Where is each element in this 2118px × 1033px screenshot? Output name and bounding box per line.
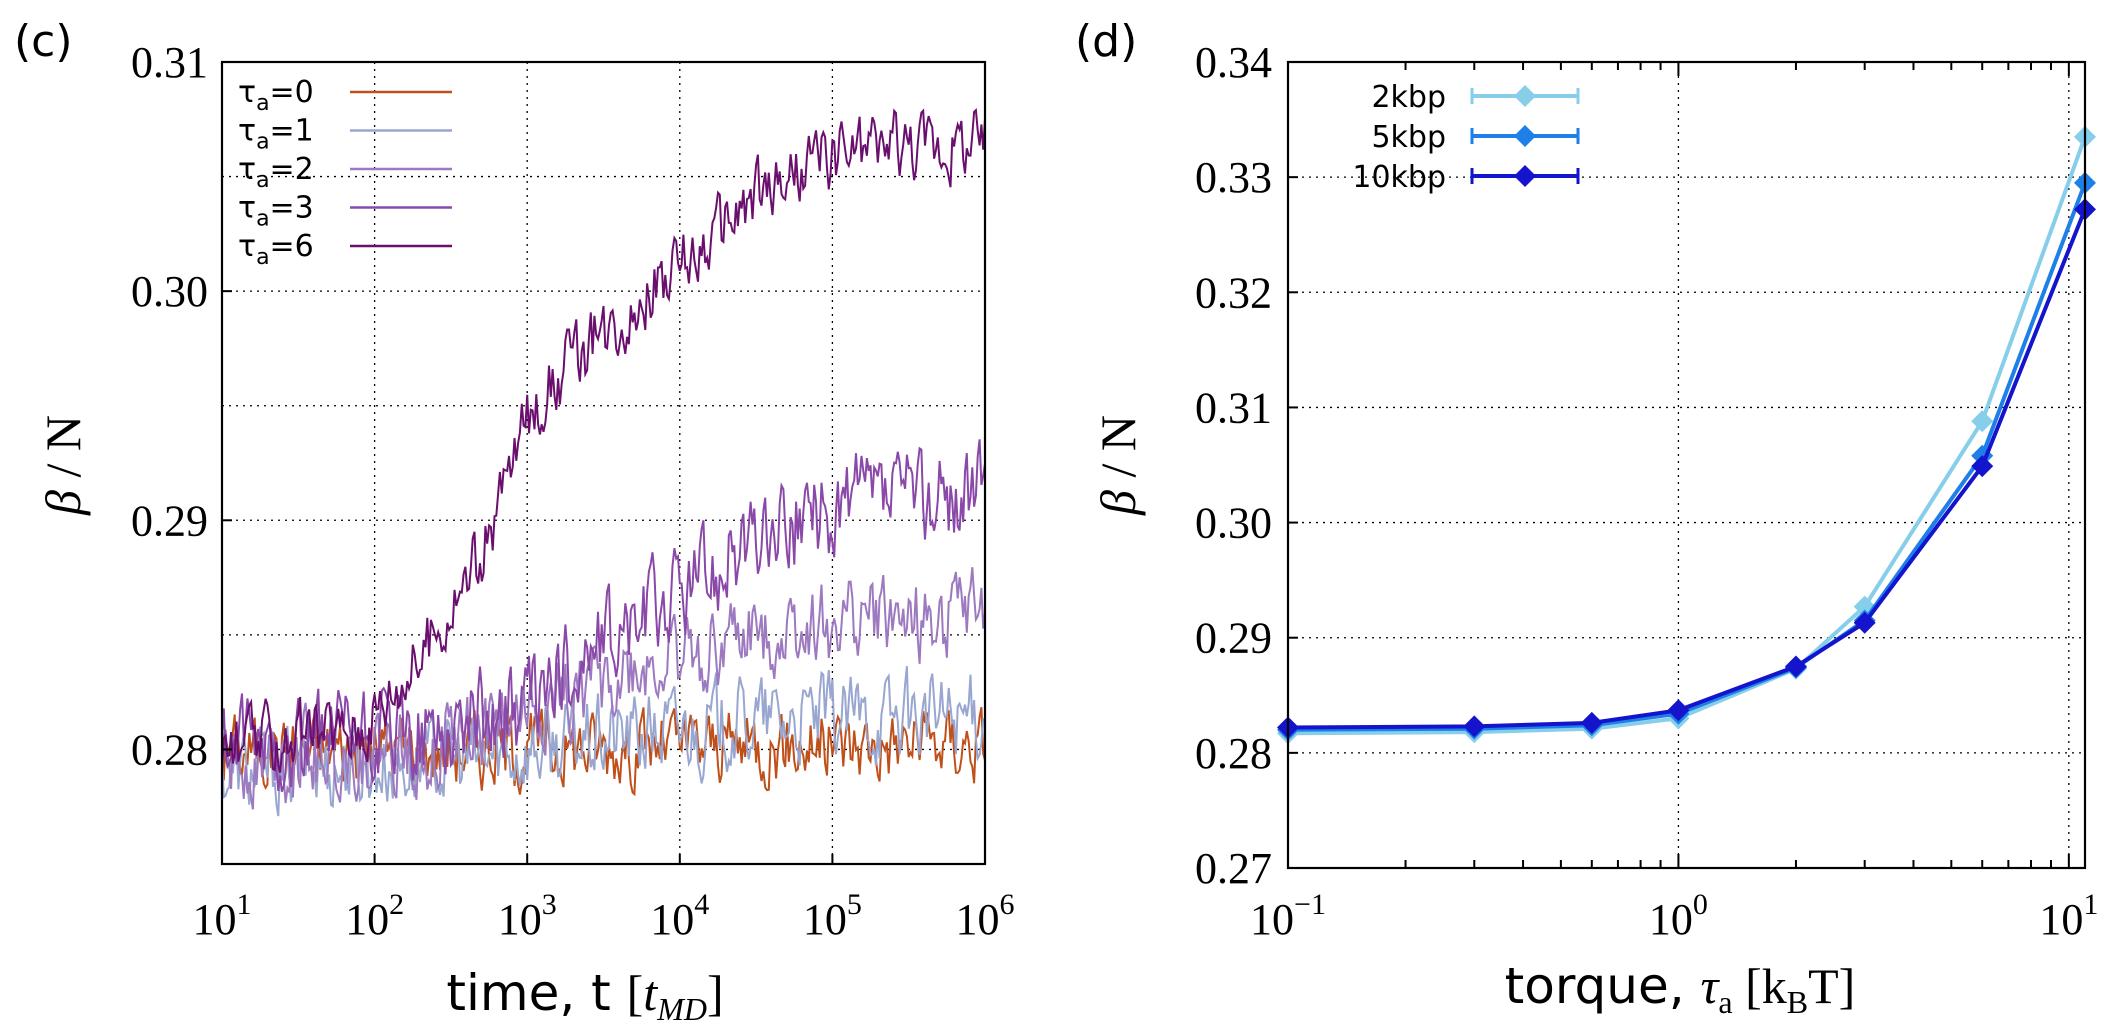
d-series-5kbp [1277, 171, 2096, 741]
d-y-tick-labels: 0.27 0.28 0.29 0.30 0.31 0.32 0.33 0.34 [1195, 38, 1298, 893]
d-y-tick-label: 0.31 [1195, 383, 1272, 432]
c-x-tick-labels: 101 102 103 104 105 106 [193, 854, 1015, 944]
d-y-tick-label: 0.29 [1195, 614, 1272, 663]
d-data-point [1580, 711, 1603, 734]
c-x-tick-label: 103 [498, 888, 557, 944]
c-legend-label: τa=3 [238, 191, 314, 232]
d-legend-label: 10kbp [1352, 160, 1446, 195]
panel-label-d: (d) [1075, 16, 1137, 67]
d-series-line [1287, 182, 2087, 732]
c-series-tau-1 [221, 666, 986, 817]
d-series-line [1287, 136, 2087, 736]
d-y-tick-label: 0.33 [1195, 153, 1272, 202]
c-x-tick-label: 102 [345, 888, 404, 944]
d-y-tick-label: 0.27 [1195, 844, 1272, 893]
panel-d-torque: (d) 0.27 0.28 0.29 0.30 0.31 0.32 0.33 0.34 10−… [1075, 16, 2098, 1020]
d-y-axis-label: β / N [1090, 415, 1146, 516]
d-x-tick-label: 10−1 [1250, 888, 1326, 944]
c-legend-label: τa=2 [238, 152, 314, 193]
d-data-point [1853, 611, 1876, 634]
d-series-group [1277, 125, 2096, 745]
d-data-point [1971, 455, 1994, 478]
d-legend: 2kbp 5kbp 10kbp [1352, 80, 1580, 195]
d-plot-frame [1286, 60, 2087, 870]
d-data-point [1667, 699, 1690, 722]
c-legend-label: τa=6 [238, 229, 314, 270]
d-x-tick-label: 101 [2039, 888, 2098, 944]
d-data-point [1463, 715, 1486, 738]
c-y-axis-label: β / N [35, 415, 91, 516]
c-series-tau-2 [221, 567, 986, 810]
d-legend-label: 2kbp [1371, 80, 1446, 115]
d-data-point [1971, 410, 1994, 433]
c-x-tick-label: 105 [803, 888, 862, 944]
d-legend-marker [1514, 85, 1536, 107]
panel-label-c: (c) [14, 16, 73, 67]
d-x-tick-label: 100 [1649, 888, 1708, 944]
d-y-tick-label: 0.30 [1195, 499, 1272, 548]
c-x-axis-label: time, t [tMD] [446, 964, 723, 1027]
c-y-tick-label: 0.28 [131, 725, 208, 774]
c-x-tick-label: 101 [193, 888, 252, 944]
c-plot-frame [220, 60, 987, 866]
d-legend-label: 5kbp [1371, 120, 1446, 155]
panel-c-time-series: (c) 0.280.290.300.31 101 102 103 104 105 106 … [14, 16, 1015, 1027]
c-legend-label: τa=0 [238, 75, 314, 116]
d-series-10kbp [1277, 198, 2096, 739]
c-series-tau-6 [221, 108, 986, 773]
c-y-tick-label: 0.31 [131, 38, 208, 87]
c-legend: τa=0τa=1τa=2τa=3τa=6 [238, 75, 452, 270]
c-y-tick-label: 0.29 [131, 496, 208, 545]
d-x-axis-label: torque, τa [kBT] [1505, 957, 1856, 1020]
c-y-tick-label: 0.30 [131, 267, 208, 316]
c-series-group [221, 108, 986, 817]
d-y-tick-label: 0.28 [1195, 729, 1272, 778]
d-legend-marker [1514, 165, 1536, 187]
c-x-tick-label: 104 [650, 888, 709, 944]
d-legend-marker [1514, 125, 1536, 147]
d-y-tick-label: 0.34 [1195, 38, 1272, 87]
c-series-tau-3 [221, 439, 986, 793]
d-series-2kbp [1277, 125, 2096, 745]
d-data-point [1784, 655, 1807, 678]
c-y-tick-labels: 0.28 0.29 0.30 0.31 [131, 38, 232, 774]
c-legend-label: τa=1 [238, 114, 314, 155]
c-x-tick-label: 106 [956, 888, 1015, 944]
d-x-tick-labels: 10−1 100 101 [1250, 62, 2098, 944]
d-series-line [1287, 208, 2087, 730]
d-y-tick-label: 0.32 [1195, 268, 1272, 317]
